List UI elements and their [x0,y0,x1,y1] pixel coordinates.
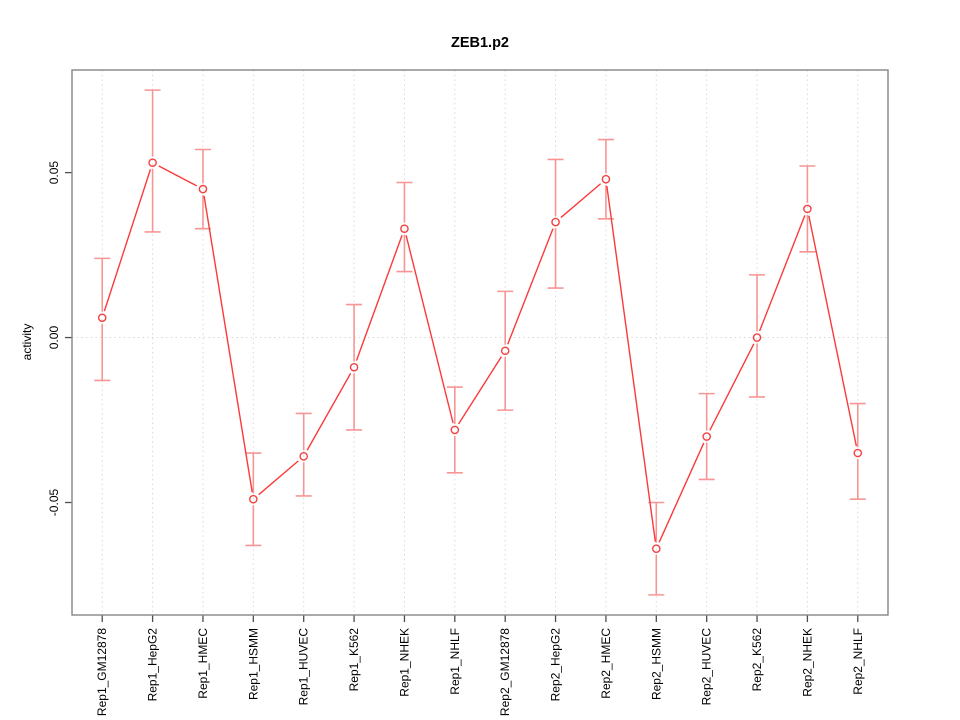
data-point-marker [299,452,309,461]
x-tick-label: Rep1_HSMM [246,628,260,700]
x-tick-label: Rep2_GM12878 [498,628,512,716]
series-segment [658,442,705,543]
x-tick-label: Rep2_HepG2 [549,628,563,702]
series-segment [306,372,352,451]
x-tick-label: Rep1_K562 [347,628,361,692]
x-tick-label: Rep2_HSMM [649,628,663,700]
data-point-marker [97,313,107,323]
series-segment [355,235,403,361]
data-point-marker [803,204,812,214]
data-point-marker [853,448,863,458]
data-point-marker [651,544,661,553]
series-line [103,165,858,543]
series-segment [103,169,152,312]
data-point-marker [601,174,611,184]
y-tick-label: -0.05 [47,489,61,517]
series-segment [158,165,198,187]
x-tick-label: Rep2_NHEK [800,628,814,697]
data-point-marker [349,362,359,372]
series-segment [203,195,253,493]
data-point-marker [400,224,409,233]
plot-frame [71,69,889,616]
x-tick-label: Rep1_HMEC [196,628,210,699]
chart-title: ZEB1.p2 [451,35,509,51]
y-tick-label: 0.05 [47,161,61,185]
x-tick-label: Rep1_NHLF [448,628,462,695]
y-axis-label: activity [20,324,34,361]
x-tick-label: Rep2_HUVEC [700,628,714,706]
error-bars [94,89,866,596]
data-point-marker [249,494,258,504]
data-point-marker [148,158,157,168]
y-tick-label: 0.00 [47,326,61,350]
x-tick-label: Rep1_HUVEC [297,628,311,706]
data-point-markers [97,158,863,553]
x-tick-label: Rep2_HMEC [599,628,613,699]
data-point-marker [198,184,208,194]
gridlines [72,70,888,615]
x-tick-label: Rep1_NHEK [397,628,411,697]
data-point-marker [752,333,762,342]
x-tick-label: Rep2_K562 [750,628,764,692]
x-tick-label: Rep1_HepG2 [146,628,160,702]
series-segment [606,186,657,542]
series-segment [507,228,554,345]
data-point-marker [500,346,510,356]
axes: Rep1_GM12878 Rep1_HepG2 Rep1_HMEC Rep1_HSMM… [47,161,865,716]
series-segment [709,343,755,431]
series-segment [758,215,806,332]
series-segment [258,460,299,496]
data-point-marker [702,432,711,441]
data-point-marker [450,425,460,435]
series-segment [560,183,602,219]
series-segment [808,215,858,447]
x-tick-label: Rep2_NHLF [851,628,865,695]
series-segment [405,235,454,424]
data-point-marker [551,217,560,227]
series-segment [457,356,503,425]
x-tick-label: Rep1_GM12878 [95,628,109,716]
